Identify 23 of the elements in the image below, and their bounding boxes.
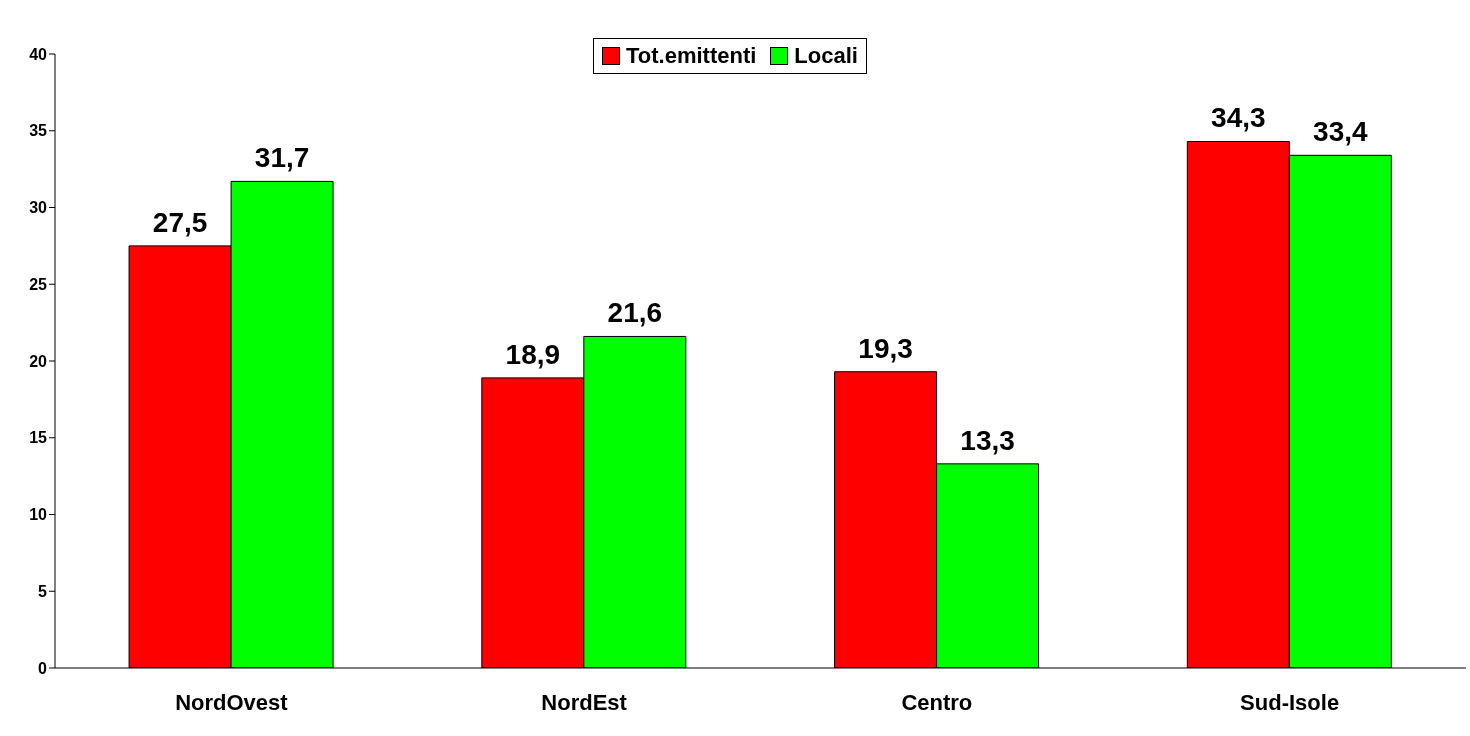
y-tick-label: 35 [29,122,48,140]
y-tick-label: 0 [38,659,48,677]
legend-label: Tot.emittenti [625,43,757,69]
data-label: 21,6 [607,297,663,329]
y-tick-label: 25 [29,275,48,293]
y-tick-label: 40 [29,45,48,63]
y-tick-label: 15 [29,429,48,447]
legend-label: Locali [793,43,858,69]
x-tick-label: NordOvest [175,689,289,715]
y-tick-label: 30 [29,199,48,217]
x-tick-label: NordEst [541,689,628,715]
y-tick-label: 10 [29,506,48,524]
data-label: 34,3 [1211,102,1266,134]
x-tick-label: Centro [901,689,973,715]
data-label: 19,3 [858,332,913,364]
y-tick-label: 20 [29,352,48,370]
data-label: 31,7 [254,142,310,174]
data-label: 13,3 [960,424,1015,456]
x-tick-label: Sud-Isole [1240,689,1340,715]
data-label: 33,4 [1313,116,1368,148]
data-label: 27,5 [152,206,208,238]
y-tick-label: 5 [38,582,48,600]
data-label: 18,9 [505,338,561,370]
